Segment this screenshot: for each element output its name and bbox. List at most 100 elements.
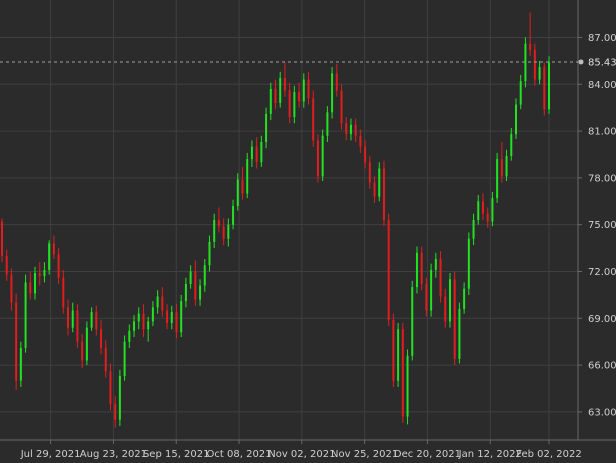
candle-body	[142, 313, 145, 330]
y-axis-ticks: 87.00 84.00 81.00 78.00 75.00 72.00 69.00 66.00…	[578, 33, 616, 418]
candle-body	[265, 113, 268, 142]
candle-body	[514, 104, 517, 135]
candle-body	[151, 307, 154, 322]
candle	[425, 277, 428, 317]
candle-body	[250, 146, 253, 160]
candle	[194, 260, 197, 306]
y-tick-label: 78.00	[588, 173, 616, 184]
candle-body	[496, 159, 499, 199]
candle	[128, 324, 131, 348]
candle-body	[302, 79, 305, 102]
candle	[24, 274, 27, 353]
x-tick-label: Dec 20, 2021	[394, 449, 461, 460]
candle	[326, 106, 329, 142]
candle-body	[184, 283, 187, 302]
y-tick-label: 87.00	[588, 33, 616, 44]
candle-body	[453, 279, 456, 359]
candle	[548, 56, 550, 114]
candle	[203, 259, 206, 292]
candle	[95, 305, 98, 336]
candle	[189, 265, 192, 289]
candle	[250, 140, 253, 167]
candle-body	[199, 285, 202, 300]
x-tick-label: Aug 23, 2021	[80, 449, 147, 460]
candle-body	[62, 277, 65, 308]
candle	[199, 279, 202, 306]
candle-body	[241, 179, 244, 194]
candle	[52, 235, 55, 260]
candle-body	[387, 220, 390, 320]
candle-body	[543, 67, 546, 110]
candle-body	[67, 307, 70, 328]
y-tick-label: 69.00	[588, 314, 616, 325]
candle	[161, 287, 164, 317]
last-price-dot	[578, 59, 584, 65]
last-price-label: 85.43	[588, 57, 616, 68]
candle	[208, 235, 211, 272]
candle-body	[505, 156, 508, 177]
candle-body	[175, 312, 178, 333]
candle	[175, 304, 178, 339]
candle-body	[260, 141, 263, 163]
candle-body	[48, 243, 51, 270]
candle	[401, 322, 404, 423]
candle	[166, 304, 169, 330]
candle	[241, 166, 244, 200]
candle	[109, 363, 112, 411]
candle	[354, 118, 357, 142]
candle-body	[114, 404, 117, 420]
candle	[434, 252, 437, 278]
candle	[316, 134, 319, 183]
candle	[411, 280, 414, 361]
candle-body	[255, 146, 258, 163]
candle-body	[331, 73, 334, 113]
candle-body	[81, 341, 84, 361]
candle	[397, 322, 400, 387]
candle-body	[279, 78, 282, 103]
candle-body	[335, 73, 338, 91]
candle	[293, 85, 296, 124]
candle	[57, 248, 60, 284]
candle-body	[472, 220, 475, 239]
candle	[406, 349, 409, 425]
candle	[496, 152, 499, 203]
candle-body	[71, 310, 74, 328]
candle	[538, 60, 541, 85]
candle-body	[100, 329, 103, 348]
candle-body	[128, 330, 131, 342]
candle-body	[368, 162, 371, 183]
candle	[170, 305, 173, 330]
candle	[213, 213, 216, 249]
candle	[505, 149, 508, 181]
candle-body	[415, 252, 418, 288]
candle-body	[274, 88, 277, 103]
candle-body	[137, 313, 140, 322]
candle	[29, 271, 32, 300]
candle-body	[439, 259, 442, 297]
candle-body	[458, 308, 461, 359]
candle-body	[76, 310, 79, 342]
candle	[269, 82, 272, 121]
candle-body	[425, 283, 428, 311]
candle	[415, 246, 418, 294]
candle-body	[283, 78, 286, 91]
candle-body	[222, 226, 225, 239]
candle-body	[123, 341, 126, 377]
candle-body	[378, 168, 381, 197]
candle	[335, 63, 338, 97]
candle	[514, 98, 517, 139]
candle	[349, 118, 352, 141]
candle	[5, 249, 8, 281]
candle-body	[227, 224, 230, 239]
candle	[430, 263, 433, 317]
candle-body	[321, 135, 324, 177]
candle-body	[109, 371, 112, 405]
candle	[529, 12, 532, 57]
candle-body	[194, 271, 197, 300]
candle	[34, 266, 37, 300]
candle	[448, 273, 451, 328]
candle	[378, 162, 381, 202]
x-tick-label: Sep 15, 2021	[143, 449, 210, 460]
candle	[147, 316, 150, 342]
